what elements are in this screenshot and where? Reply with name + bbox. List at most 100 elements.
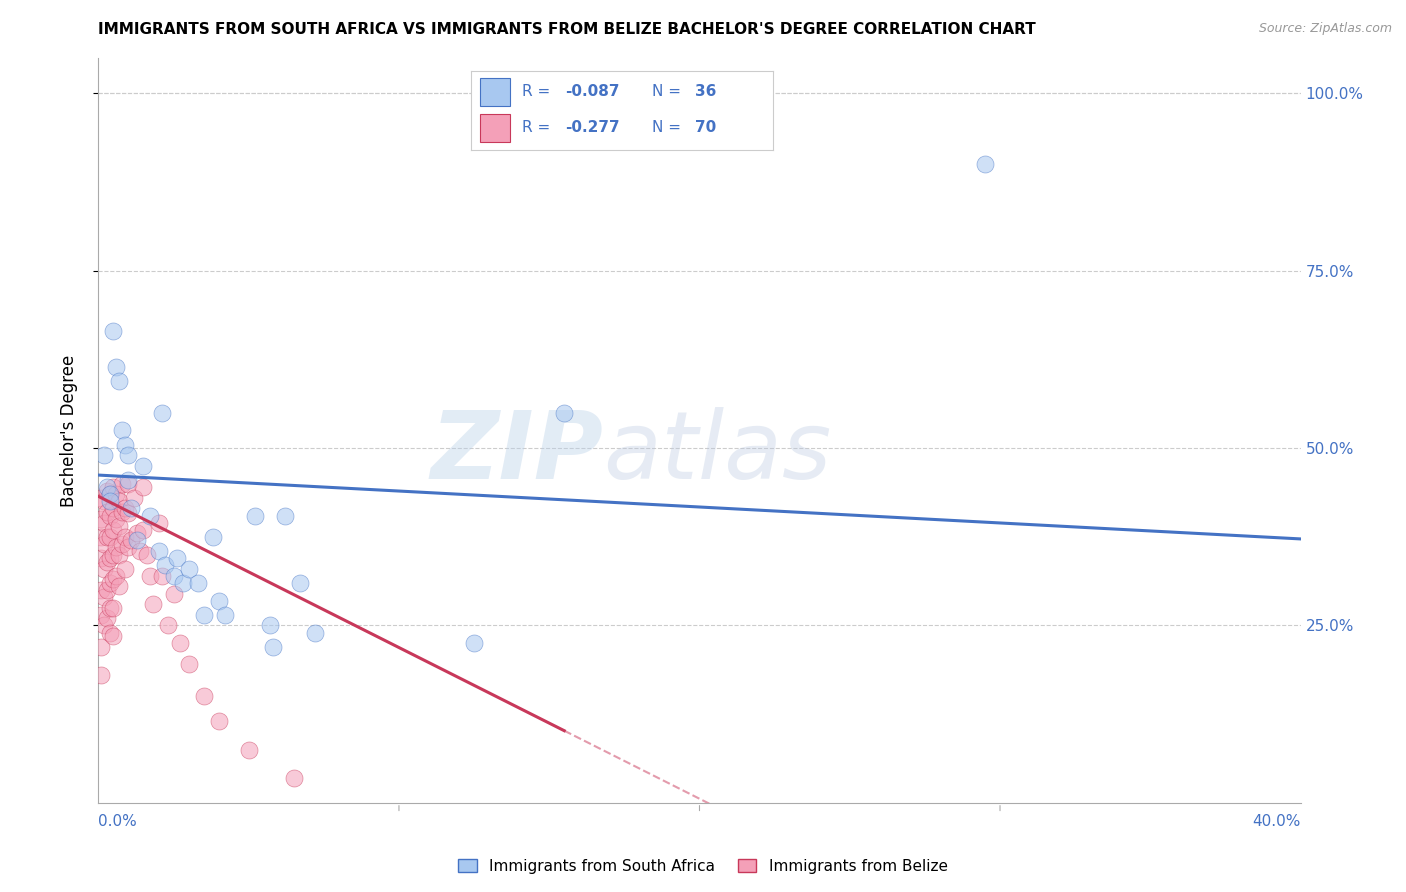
Point (103, 573, 125, 587)
Point (193, 607, 215, 622)
Point (553, 406, 575, 420)
Point (100, 551, 122, 566)
Point (103, 480, 125, 494)
Point (96, 483, 118, 498)
Text: 0.0%: 0.0% (98, 814, 138, 830)
Point (93, 448, 115, 462)
Point (100, 508, 122, 523)
Point (100, 487, 122, 501)
Point (105, 512, 128, 526)
Point (103, 629, 125, 643)
Point (150, 569, 173, 583)
Point (90, 640, 112, 654)
Point (93, 618, 115, 632)
Point (96, 582, 118, 597)
Point (262, 640, 284, 654)
Point (108, 374, 131, 388)
Point (148, 516, 170, 530)
Point (259, 618, 281, 632)
Point (304, 625, 326, 640)
Point (121, 501, 143, 516)
Point (974, 157, 997, 171)
Point (103, 600, 125, 615)
Point (283, 771, 305, 785)
Point (243, 508, 266, 523)
Point (127, 533, 149, 548)
Point (138, 569, 160, 583)
Point (90, 512, 112, 526)
Point (93, 537, 115, 551)
Point (90, 530, 112, 544)
Point (162, 569, 184, 583)
Point (114, 530, 136, 544)
Point (105, 487, 128, 501)
Text: ZIP: ZIP (430, 407, 603, 499)
Point (177, 562, 200, 576)
Text: 40.0%: 40.0% (1253, 814, 1301, 830)
Point (96, 611, 118, 625)
Point (90, 668, 112, 682)
Point (103, 523, 125, 537)
Point (166, 551, 188, 566)
Point (103, 501, 125, 516)
Point (108, 579, 131, 593)
Point (201, 530, 224, 544)
Point (103, 548, 125, 562)
Point (169, 636, 191, 650)
Bar (479, 114, 510, 142)
Point (135, 548, 157, 562)
Point (117, 476, 139, 491)
Point (93, 590, 115, 604)
Point (114, 501, 136, 516)
Point (100, 530, 122, 544)
Bar (479, 78, 510, 106)
Point (100, 575, 122, 590)
Y-axis label: Bachelor's Degree: Bachelor's Degree (59, 354, 77, 507)
Point (105, 359, 128, 374)
Point (100, 494, 122, 508)
Point (100, 625, 122, 640)
Point (100, 487, 122, 501)
Point (124, 491, 146, 505)
Point (96, 505, 118, 519)
Point (90, 551, 112, 566)
Point (129, 544, 152, 558)
Point (90, 582, 112, 597)
Point (127, 526, 149, 541)
Point (117, 507, 139, 521)
Text: 70: 70 (695, 120, 716, 136)
Point (288, 575, 311, 590)
Text: R =: R = (523, 120, 555, 136)
Text: -0.277: -0.277 (565, 120, 620, 136)
Point (193, 690, 215, 704)
Point (96, 555, 118, 569)
Point (111, 537, 134, 551)
Point (141, 597, 163, 611)
Text: Source: ZipAtlas.com: Source: ZipAtlas.com (1258, 22, 1392, 36)
Text: 36: 36 (695, 84, 716, 99)
Point (274, 508, 297, 523)
Point (463, 636, 485, 650)
Point (105, 569, 128, 583)
Point (117, 448, 139, 462)
Point (111, 424, 134, 438)
Point (108, 519, 131, 533)
Text: N =: N = (652, 120, 686, 136)
Point (153, 558, 176, 573)
Point (108, 494, 131, 508)
Point (187, 575, 209, 590)
Text: N =: N = (652, 84, 686, 99)
Legend: Immigrants from South Africa, Immigrants from Belize: Immigrants from South Africa, Immigrants… (453, 853, 953, 880)
Text: -0.087: -0.087 (565, 84, 619, 99)
Point (105, 541, 128, 555)
Point (114, 562, 136, 576)
Point (117, 541, 139, 555)
Point (96, 530, 118, 544)
Point (177, 657, 200, 672)
Point (90, 607, 112, 622)
Point (93, 494, 115, 508)
Point (132, 480, 155, 494)
Point (208, 714, 231, 729)
Point (138, 508, 160, 523)
Point (103, 324, 125, 338)
